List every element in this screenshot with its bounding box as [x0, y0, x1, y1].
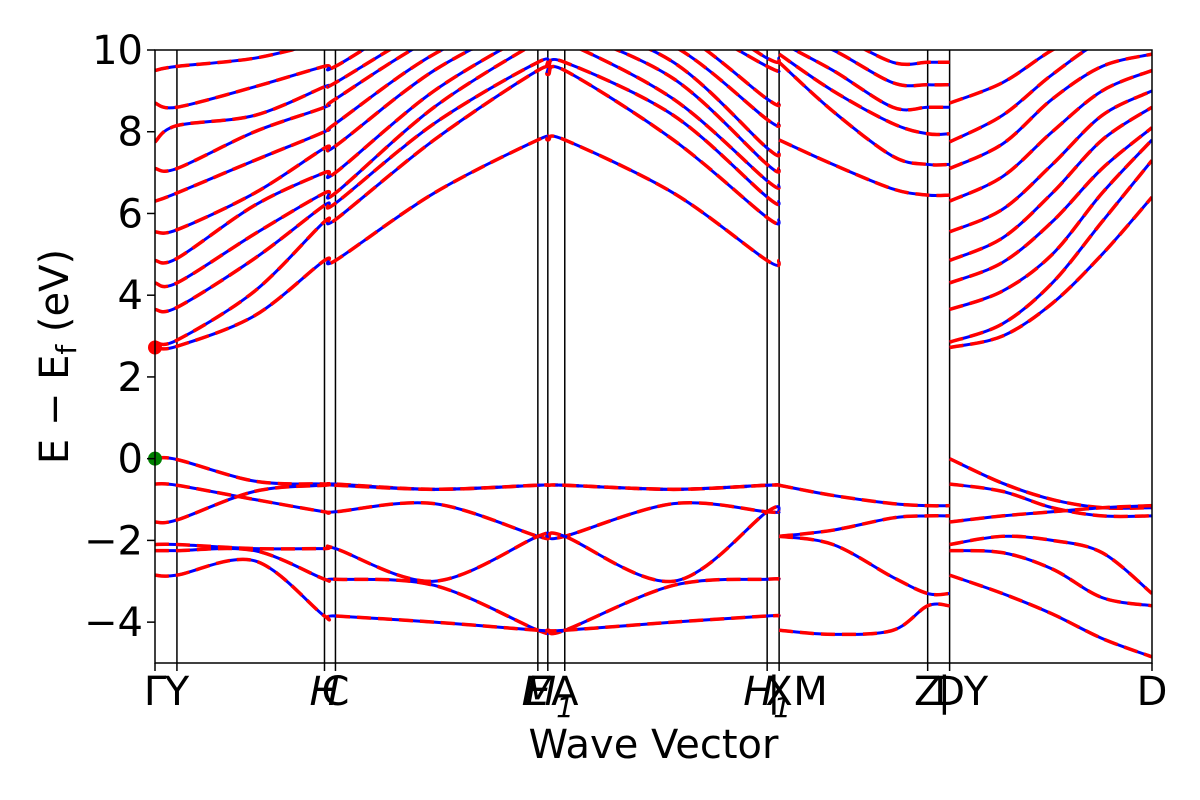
band-line-dashed [949, 195, 1152, 350]
band-line-solid [155, 557, 781, 633]
y-tick-label: 0 [118, 437, 143, 483]
band-line-dashed [155, 481, 781, 541]
y-tick-label: 2 [118, 355, 143, 401]
band-line-dashed [948, 50, 1056, 105]
band-line-dashed [949, 138, 1152, 312]
band-line-dashed [778, 602, 950, 637]
y-axis-label-subscript: f [50, 344, 83, 355]
band-line-dashed [949, 573, 1152, 659]
band-line-solid [155, 50, 781, 110]
band-line-solid [948, 69, 1152, 203]
x-tick-label: E [525, 669, 551, 715]
y-axis-ticks: −4 −2 0 2 4 6 8 10 [84, 28, 155, 646]
band-line-dashed [155, 50, 781, 289]
band-line-solid [778, 61, 950, 167]
band-line-dashed [778, 534, 950, 597]
band-line-dashed [778, 513, 950, 539]
band-line-solid [949, 89, 1152, 234]
band-line-solid [155, 57, 781, 314]
band-line-dashed [948, 52, 1152, 171]
band-line-dashed [948, 457, 1152, 511]
band-line-solid [155, 505, 781, 583]
x-tick-label: H [309, 669, 339, 715]
band-line-solid [949, 50, 1056, 105]
band-line-dashed [778, 483, 950, 508]
band-line-dashed [155, 504, 781, 584]
x-tick-label: A [551, 669, 579, 715]
band-line-dashed [155, 50, 781, 203]
band-line-dashed [949, 534, 1152, 595]
band-line-solid [778, 138, 950, 198]
x-tick-label: X [765, 669, 792, 715]
y-tick-label: −4 [84, 600, 143, 646]
band-line-dashed [155, 64, 781, 347]
band-line-dashed [948, 126, 1152, 285]
band-line-solid [949, 573, 1152, 659]
band-line-solid [948, 50, 1089, 144]
y-tick-label: 10 [92, 28, 143, 74]
y-tick-label: −2 [84, 518, 143, 564]
plot-frame [154, 49, 1153, 664]
band-line-solid [862, 50, 950, 66]
band-line-solid [778, 483, 950, 508]
band-line-dashed [155, 50, 781, 173]
band-line-dashed [791, 50, 950, 112]
band-line-dashed [155, 546, 781, 636]
x-tick-label: D [1137, 669, 1168, 715]
band-line-dashed [155, 50, 781, 265]
x-tick-label: | Y [938, 669, 989, 715]
band-line-dashed [828, 50, 950, 88]
band-line-dashed [155, 134, 781, 351]
high-symmetry-lines [176, 50, 951, 663]
band-line-solid [155, 134, 781, 351]
x-tick-label: Y [164, 669, 190, 715]
x-tick-label: D [934, 669, 965, 715]
x-tick-label: C [321, 669, 349, 715]
x-tick-label: Γ [144, 669, 167, 715]
x-tick-label: | M [767, 669, 828, 715]
band-line-dashed [155, 557, 781, 633]
band-line-dashed [949, 548, 1152, 608]
y-axis-label: E − Ef (eV) [32, 249, 83, 464]
y-axis-label-main: E − E [32, 355, 78, 465]
band-line-dashed [778, 138, 950, 198]
band-line-dashed [155, 482, 781, 525]
band-line-dashed [948, 68, 1152, 203]
band-line-dashed [155, 57, 781, 314]
band-line-solid [949, 549, 1152, 608]
x-tick-label: Z [914, 669, 941, 715]
band-line-solid [155, 50, 298, 72]
band-line-dashed [155, 455, 781, 492]
band-line-dashed [948, 89, 1152, 234]
y-tick-label: 4 [118, 273, 143, 319]
band-line-dashed [777, 60, 950, 167]
band-line-dashed [155, 50, 781, 144]
band-line-dashed [949, 503, 1152, 524]
band-line-dashed [949, 482, 1152, 519]
band-line-dashed [155, 50, 299, 73]
y-tick-label: 8 [118, 110, 143, 156]
band-line-dashed [948, 105, 1152, 263]
band-line-solid [949, 105, 1152, 262]
band-line-solid [949, 159, 1152, 344]
band-line-solid [778, 534, 950, 597]
y-tick-label: 6 [118, 191, 143, 237]
band-line-solid [829, 50, 950, 88]
band-lines [155, 50, 1152, 659]
band-line-dashed [778, 52, 950, 137]
band-line-solid [155, 456, 781, 491]
x-axis-label: Wave Vector [529, 722, 780, 768]
band-line-dashed [155, 50, 781, 235]
band-line-dashed [862, 50, 950, 67]
band-line-solid [791, 50, 950, 112]
y-axis-label-unit: (eV) [32, 249, 78, 345]
